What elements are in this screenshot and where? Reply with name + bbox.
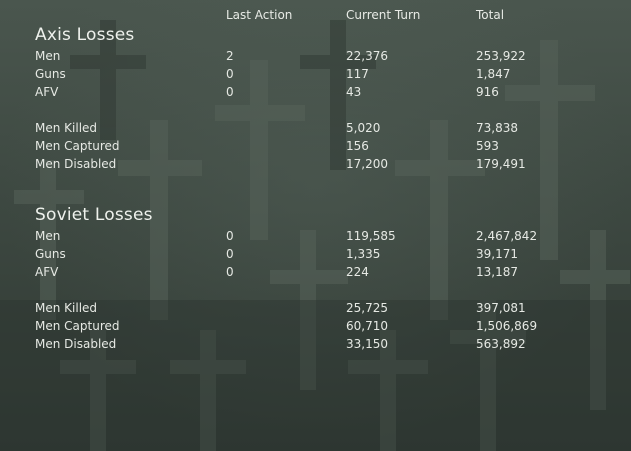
soviet-row-guns: Guns 0 1,335 39,171 [0,247,631,265]
soviet-losses-title: Soviet Losses [35,205,153,225]
current-turn-value: 5,020 [346,121,381,135]
last-action-value: 0 [226,265,234,279]
soviet-row-men-captured: Men Captured 60,710 1,506,869 [0,319,631,337]
axis-row-afv: AFV 0 43 916 [0,85,631,103]
total-value: 39,171 [476,247,518,261]
current-turn-value: 119,585 [346,229,396,243]
total-value: 179,491 [476,157,526,171]
row-label: AFV [35,85,59,99]
total-value: 73,838 [476,121,518,135]
row-label: Men Disabled [35,337,117,351]
axis-losses-title: Axis Losses [35,25,135,45]
total-value: 253,922 [476,49,526,63]
last-action-value: 2 [226,49,234,63]
row-label: Men [35,49,61,63]
row-label: Men Disabled [35,157,117,171]
total-value: 397,081 [476,301,526,315]
total-value: 593 [476,139,499,153]
total-value: 916 [476,85,499,99]
row-label: Men Killed [35,301,98,315]
last-action-value: 0 [226,247,234,261]
current-turn-value: 156 [346,139,369,153]
column-header-total: Total [476,8,505,22]
total-value: 13,187 [476,265,518,279]
total-value: 1,847 [476,67,511,81]
axis-row-men: Men 2 22,376 253,922 [0,49,631,67]
axis-row-guns: Guns 0 117 1,847 [0,67,631,85]
last-action-value: 0 [226,85,234,99]
row-label: Men Captured [35,319,120,333]
row-label: Guns [35,247,66,261]
axis-row-men-killed: Men Killed 5,020 73,838 [0,121,631,139]
soviet-row-men: Men 0 119,585 2,467,842 [0,229,631,247]
soviet-row-men-disabled: Men Disabled 33,150 563,892 [0,337,631,355]
current-turn-value: 60,710 [346,319,388,333]
total-value: 1,506,869 [476,319,538,333]
row-label: Men Killed [35,121,98,135]
row-label: AFV [35,265,59,279]
current-turn-value: 117 [346,67,369,81]
row-label: Men [35,229,61,243]
axis-row-men-captured: Men Captured 156 593 [0,139,631,157]
current-turn-value: 224 [346,265,369,279]
row-label: Men Captured [35,139,120,153]
current-turn-value: 1,335 [346,247,381,261]
column-header-current-turn: Current Turn [346,8,421,22]
soviet-row-men-killed: Men Killed 25,725 397,081 [0,301,631,319]
current-turn-value: 17,200 [346,157,388,171]
current-turn-value: 25,725 [346,301,388,315]
last-action-value: 0 [226,229,234,243]
axis-row-men-disabled: Men Disabled 17,200 179,491 [0,157,631,175]
current-turn-value: 22,376 [346,49,388,63]
total-value: 563,892 [476,337,526,351]
row-label: Guns [35,67,66,81]
soviet-row-afv: AFV 0 224 13,187 [0,265,631,283]
current-turn-value: 43 [346,85,362,99]
last-action-value: 0 [226,67,234,81]
column-header-last-action: Last Action [226,8,293,22]
total-value: 2,467,842 [476,229,538,243]
current-turn-value: 33,150 [346,337,388,351]
